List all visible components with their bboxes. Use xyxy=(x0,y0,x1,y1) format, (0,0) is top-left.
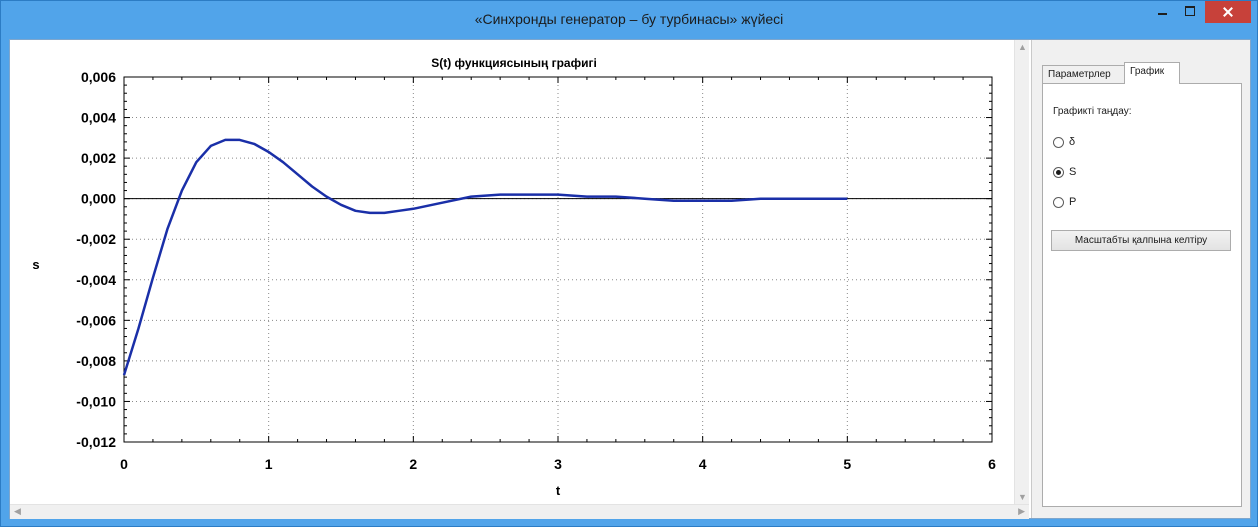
x-axis-label: t xyxy=(556,483,561,498)
y-tick-label: -0,004 xyxy=(76,272,116,288)
close-button[interactable] xyxy=(1205,1,1251,23)
series-line xyxy=(122,138,848,376)
x-tick-label: 5 xyxy=(843,456,851,472)
radio-delta[interactable] xyxy=(1053,137,1064,148)
x-tick-label: 1 xyxy=(265,456,273,472)
tab-graph[interactable]: График xyxy=(1124,62,1180,84)
radio-p-label: P xyxy=(1069,196,1077,208)
y-tick-label: 0,004 xyxy=(81,110,116,126)
client-area: S(t) функциясының графигі 0 1 2 3 4 5 6 0,006 0,… xyxy=(9,39,1251,519)
scroll-left-icon[interactable]: ◀ xyxy=(14,506,21,516)
x-tick-label: 0 xyxy=(120,456,128,472)
scroll-up-icon[interactable]: ▲ xyxy=(1018,42,1027,52)
y-tick-label: -0,010 xyxy=(76,393,116,409)
maximize-button[interactable] xyxy=(1177,1,1203,23)
chart-title: S(t) функциясының графигі xyxy=(431,56,597,70)
x-tick-label: 3 xyxy=(554,456,562,472)
graph-tab-content: Графикті таңдау: δ S P Масштабты қалпына… xyxy=(1042,83,1242,507)
vertical-scrollbar[interactable]: ▲ ▼ xyxy=(1014,40,1029,504)
radio-p[interactable] xyxy=(1053,197,1064,208)
horizontal-scrollbar[interactable]: ◀ ▶ xyxy=(10,504,1029,519)
tab-parameters[interactable]: Параметрлер xyxy=(1042,65,1125,83)
scroll-down-icon[interactable]: ▼ xyxy=(1018,492,1027,502)
window-title: «Синхронды генератор – бу турбинасы» жүй… xyxy=(474,11,784,27)
scroll-right-icon[interactable]: ▶ xyxy=(1018,506,1025,516)
y-tick-label: 0,002 xyxy=(81,150,116,166)
x-tick-label: 4 xyxy=(699,456,707,472)
reset-scale-button[interactable]: Масштабты қалпына келтіру xyxy=(1051,230,1231,251)
choose-graph-label: Графикті таңдау: xyxy=(1053,106,1132,117)
settings-panel: Параметрлер График Графикті таңдау: δ S … xyxy=(1031,40,1250,518)
radio-s-label: S xyxy=(1069,166,1077,178)
y-tick-label: -0,008 xyxy=(76,353,116,369)
chart-area[interactable]: S(t) функциясының графигі 0 1 2 3 4 5 6 0,006 0,… xyxy=(10,40,1014,504)
minimize-button[interactable] xyxy=(1149,1,1175,23)
y-tick-label: -0,002 xyxy=(76,231,116,247)
x-tick-label: 2 xyxy=(409,456,417,472)
radio-s[interactable] xyxy=(1053,167,1064,178)
plot-frame xyxy=(123,76,993,443)
y-tick-label: -0,006 xyxy=(76,312,116,328)
y-tick-label: 0,006 xyxy=(81,69,116,85)
y-tick-label: 0,000 xyxy=(81,191,116,207)
y-tick-label: -0,012 xyxy=(76,434,116,450)
s-chart: S(t) функциясының графигі 0 1 2 3 4 5 6 0,006 0,… xyxy=(32,56,996,498)
x-tick-label: 6 xyxy=(988,456,996,472)
radio-delta-label: δ xyxy=(1069,136,1076,148)
y-axis-label: s xyxy=(32,257,39,272)
title-bar[interactable]: «Синхронды генератор – бу турбинасы» жүй… xyxy=(1,1,1257,39)
